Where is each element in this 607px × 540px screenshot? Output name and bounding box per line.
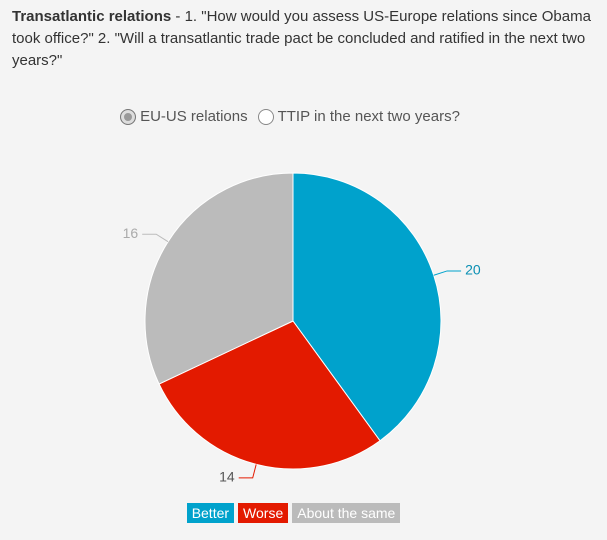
pie-slice (144, 172, 294, 385)
data-label: 14 (219, 469, 235, 485)
legend-item[interactable]: About the same (292, 503, 401, 523)
data-label: 20 (465, 262, 481, 278)
legend-item[interactable]: Better (186, 503, 235, 523)
radio-label: TTIP in the next two years? (277, 108, 460, 125)
radio-option[interactable]: TTIP in the next two years? (257, 108, 460, 125)
legend-item[interactable]: Worse (238, 503, 289, 523)
radio-button[interactable] (257, 108, 274, 125)
title: Transatlantic relations (12, 8, 172, 25)
option-group: EU-US relations TTIP in the next two year… (0, 108, 580, 125)
pie-slice (292, 172, 442, 442)
leader-line (433, 270, 462, 276)
radio-button[interactable] (120, 108, 137, 125)
radio-label: EU-US relations (140, 108, 248, 125)
legend: Better Worse About the same (0, 503, 587, 523)
title-block: Transatlantic relations - 1. "How would … (12, 6, 597, 72)
radio-option[interactable]: EU-US relations (120, 108, 248, 125)
leader-line (238, 464, 257, 479)
pie-slice (158, 320, 381, 470)
subtitle: - 1. "How would you assess US-Europe rel… (12, 8, 591, 69)
data-label: 16 (123, 225, 139, 241)
leader-line (142, 233, 169, 243)
